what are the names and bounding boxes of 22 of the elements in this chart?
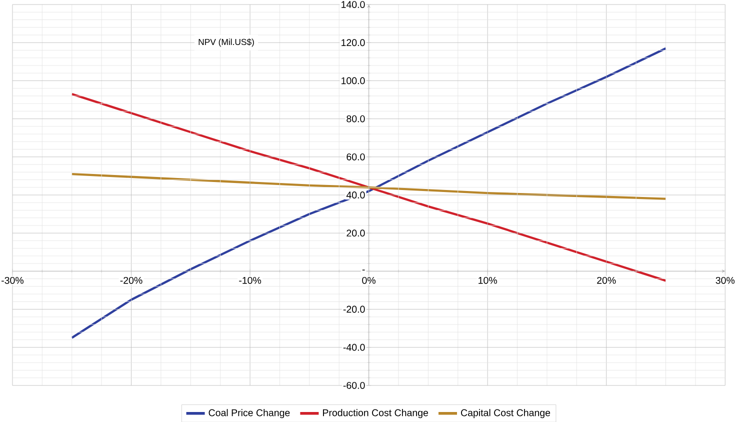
y-tick-label: 60.0 xyxy=(346,153,365,160)
x-tick-label: -10% xyxy=(239,276,262,284)
y-tick-label: 120.0 xyxy=(342,39,365,46)
y-tick-label: -40.0 xyxy=(343,344,365,351)
y-tick-label: -60.0 xyxy=(343,382,365,389)
x-tick-label: -20% xyxy=(120,276,142,284)
x-tick-label: 30% xyxy=(716,276,735,284)
legend-label: Capital Cost Change xyxy=(461,408,550,418)
y-tick-label: 20.0 xyxy=(346,229,365,236)
x-tick-label: 0% xyxy=(362,276,376,284)
legend-label: Coal Price Change xyxy=(208,408,290,418)
y-tick-label: -20.0 xyxy=(343,306,365,313)
line-series xyxy=(70,172,667,200)
y-tick-label: 80.0 xyxy=(346,115,365,122)
legend-label: Production Cost Change xyxy=(323,408,428,418)
x-tick-label: 10% xyxy=(478,276,498,284)
y-axis-title: NPV (Mil.US$) xyxy=(198,38,254,47)
y-tick-label: 140.0 xyxy=(342,0,365,8)
y-tick-label: 100.0 xyxy=(342,77,365,84)
x-tick-label: 20% xyxy=(597,276,616,284)
x-tick-label: -30% xyxy=(2,276,24,284)
y-tick-label: 40.0 xyxy=(346,191,365,198)
